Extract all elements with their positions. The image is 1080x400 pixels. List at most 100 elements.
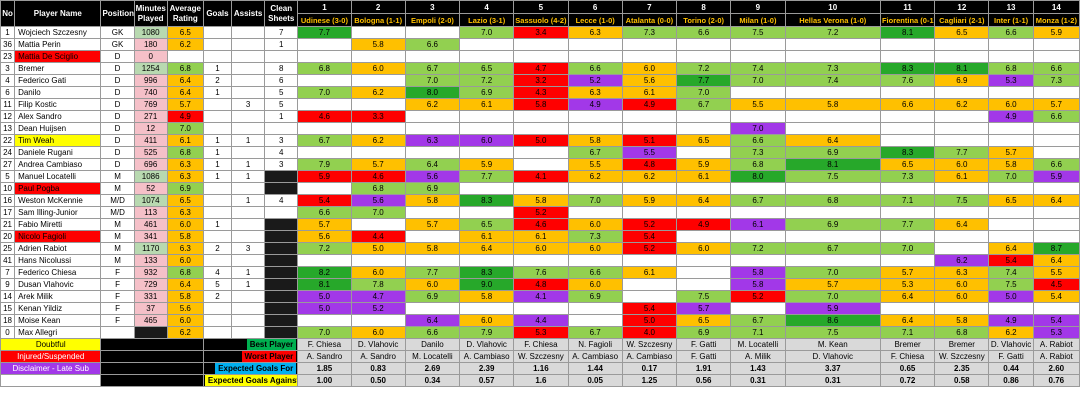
goals: 1 bbox=[202, 134, 233, 147]
table-row: 15 Kenan Yildiz F 37 5.6 5.0 5.2 5.4 5.7 5.9 bbox=[0, 302, 1080, 315]
footer-value: D. Vlahovic bbox=[459, 338, 515, 351]
match-rating bbox=[1032, 38, 1080, 51]
table-row: 5 Manuel Locatelli M 1086 6.3 1 1 5.9 4.6 5.6 7.7 4… bbox=[0, 170, 1080, 183]
ratings-spreadsheet: No Player Name Position Minutes Played A… bbox=[0, 0, 1080, 387]
match-rating bbox=[350, 314, 406, 327]
match-rating: 6.9 bbox=[784, 218, 881, 231]
match-rating bbox=[676, 230, 732, 243]
player-position: M/D bbox=[100, 206, 135, 219]
match-rating bbox=[621, 290, 678, 303]
player-name: Fabio Miretti bbox=[14, 218, 102, 231]
match-rating: 5.0 bbox=[350, 242, 406, 255]
match-rating: 7.6 bbox=[879, 74, 936, 87]
match-rating: 5.3 bbox=[513, 326, 569, 339]
clean-sheets: 5 bbox=[264, 98, 299, 111]
match-rating bbox=[988, 182, 1034, 195]
match-rating: 7.0 bbox=[297, 326, 352, 339]
match-rating: 7.9 bbox=[459, 326, 515, 339]
footer-value: 1.25 bbox=[621, 374, 678, 387]
match-rating: 6.4 bbox=[784, 134, 881, 147]
match-rating: 3.4 bbox=[513, 26, 569, 39]
footer-value: 0.34 bbox=[404, 374, 461, 387]
match-rating bbox=[621, 278, 678, 291]
match-rating bbox=[567, 122, 623, 135]
assists bbox=[231, 218, 266, 231]
footer-value: 0.17 bbox=[621, 362, 678, 375]
match-rating bbox=[621, 206, 678, 219]
match-rating: 6.8 bbox=[784, 194, 881, 207]
table-row: 41 Hans Nicolussi M 133 6.0 6.2 5.4 6.4 bbox=[0, 254, 1080, 267]
match-rating: 4.6 bbox=[350, 170, 406, 183]
match-rating bbox=[1032, 302, 1080, 315]
match-rating: 6.4 bbox=[879, 314, 936, 327]
match-rating bbox=[988, 218, 1034, 231]
footer-value: 1.16 bbox=[513, 362, 569, 375]
match-rating bbox=[934, 134, 990, 147]
match-rating: 4.5 bbox=[1032, 278, 1080, 291]
match-rating: 7.0 bbox=[404, 74, 461, 87]
player-number: 3 bbox=[0, 62, 16, 75]
match-rating: 8.0 bbox=[730, 170, 786, 183]
match-rating: 6.4 bbox=[934, 218, 990, 231]
match-rating: 7.5 bbox=[784, 170, 881, 183]
match-rating bbox=[350, 26, 406, 39]
match-rating bbox=[1032, 206, 1080, 219]
match-rating bbox=[567, 314, 623, 327]
match-number: 10 bbox=[784, 0, 881, 14]
minutes-played: 729 bbox=[133, 278, 168, 291]
match-rating bbox=[676, 110, 732, 123]
clean-sheets bbox=[264, 230, 299, 243]
footer-value: 0.31 bbox=[730, 374, 786, 387]
match-rating bbox=[513, 38, 569, 51]
match-rating: 6.0 bbox=[934, 158, 990, 171]
goals: 4 bbox=[202, 266, 233, 279]
assists bbox=[231, 74, 266, 87]
footer-value: A. Milik bbox=[730, 350, 786, 363]
match-rating: 7.7 bbox=[879, 218, 936, 231]
goals: 2 bbox=[202, 74, 233, 87]
player-position: D bbox=[100, 98, 135, 111]
match-rating: 6.1 bbox=[934, 170, 990, 183]
match-rating: 7.7 bbox=[676, 74, 732, 87]
clean-sheets bbox=[264, 254, 299, 267]
match-rating: 6.1 bbox=[621, 266, 678, 279]
match-rating: 6.9 bbox=[934, 74, 990, 87]
match-rating: 7.7 bbox=[404, 266, 461, 279]
match-rating: 6.0 bbox=[350, 266, 406, 279]
match-rating: 6.2 bbox=[350, 86, 406, 99]
goals bbox=[202, 194, 233, 207]
player-name: Sam Illing-Junior bbox=[14, 206, 102, 219]
average-rating bbox=[166, 50, 204, 63]
footer-value: 0.31 bbox=[784, 374, 881, 387]
clean-sheets bbox=[264, 122, 299, 135]
match-rating: 5.2 bbox=[621, 242, 678, 255]
footer-value: W. Szczesny bbox=[513, 350, 569, 363]
goals: 1 bbox=[202, 218, 233, 231]
goals: 5 bbox=[202, 278, 233, 291]
player-number: 10 bbox=[0, 182, 16, 195]
footer-value: 0.83 bbox=[350, 362, 406, 375]
match-rating: 7.6 bbox=[513, 266, 569, 279]
match-rating: 6.9 bbox=[404, 182, 461, 195]
table-row: 14 Arek Milik F 331 5.8 2 5.0 4.7 6.9 5.8 4.1 6.9 7.… bbox=[0, 290, 1080, 303]
footer-value: A. Rabiot bbox=[1032, 338, 1080, 351]
match-rating bbox=[879, 134, 936, 147]
average-rating: 6.8 bbox=[166, 146, 204, 159]
footer-value: Bremer bbox=[934, 338, 990, 351]
table-header: No Player Name Position Minutes Played A… bbox=[0, 0, 1080, 27]
match-rating: 6.6 bbox=[567, 266, 623, 279]
match-rating bbox=[513, 254, 569, 267]
average-rating: 6.4 bbox=[166, 74, 204, 87]
match-rating bbox=[784, 206, 881, 219]
match-rating: 6.4 bbox=[676, 194, 732, 207]
match-rating: 4.0 bbox=[621, 326, 678, 339]
match-rating: 7.3 bbox=[567, 230, 623, 243]
col-no: No bbox=[0, 0, 16, 27]
match-rating bbox=[350, 218, 406, 231]
match-rating: 6.2 bbox=[934, 254, 990, 267]
match-rating: 4.9 bbox=[988, 110, 1034, 123]
assists bbox=[231, 50, 266, 63]
player-number: 21 bbox=[0, 218, 16, 231]
match-rating: 5.2 bbox=[350, 302, 406, 315]
col-position: Position bbox=[100, 0, 135, 27]
